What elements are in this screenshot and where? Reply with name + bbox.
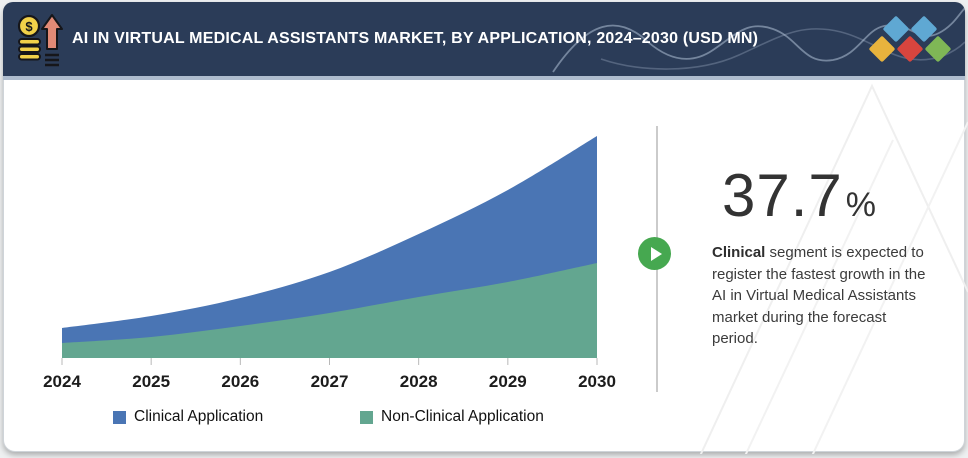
page-title: AI IN VIRTUAL MEDICAL ASSISTANTS MARKET,… [72, 30, 759, 47]
play-bullet-icon [638, 237, 671, 270]
x-axis-label: 2024 [43, 372, 81, 391]
non-clinical-area [62, 263, 597, 358]
growth-rate-number: 37.7 [722, 162, 843, 229]
x-axis-label: 2028 [399, 372, 438, 391]
play-triangle-icon [651, 246, 662, 261]
x-axis-label: 2026 [221, 372, 260, 391]
chart-legend: Clinical Application Non-Clinical Applic… [0, 408, 660, 432]
legend-label-nonclinical: Non-Clinical Application [381, 408, 544, 425]
coins-growth-icon: $ [17, 14, 63, 67]
callout-body: segment is expected to register the fast… [712, 244, 926, 347]
growth-rate-value: 37.7% [722, 166, 876, 226]
x-axis-label: 2029 [488, 372, 527, 391]
clinical-swatch [113, 410, 126, 424]
callout-text: Clinical segment is expected to register… [712, 242, 930, 350]
svg-text:$: $ [25, 19, 33, 34]
callout-lead-bold: Clinical [712, 244, 766, 261]
x-axis-labels: 2024 2025 2026 2027 2028 2029 2030 [43, 372, 616, 394]
x-axis-label: 2025 [132, 372, 171, 391]
five-diamonds-logo-icon [869, 16, 951, 62]
legend-item-nonclinical: Non-Clinical Application [360, 408, 544, 426]
x-axis-label: 2027 [310, 372, 349, 391]
legend-label-clinical: Clinical Application [134, 408, 264, 425]
stacked-area-chart [61, 136, 598, 365]
header: $ AI IN VIRTUAL MEDICAL ASSISTANTS MARKE… [3, 2, 965, 80]
nonclinical-swatch [360, 410, 373, 424]
legend-item-clinical: Clinical Application [113, 408, 263, 426]
x-axis-label: 2030 [578, 372, 616, 391]
percent-sign: % [845, 186, 877, 224]
